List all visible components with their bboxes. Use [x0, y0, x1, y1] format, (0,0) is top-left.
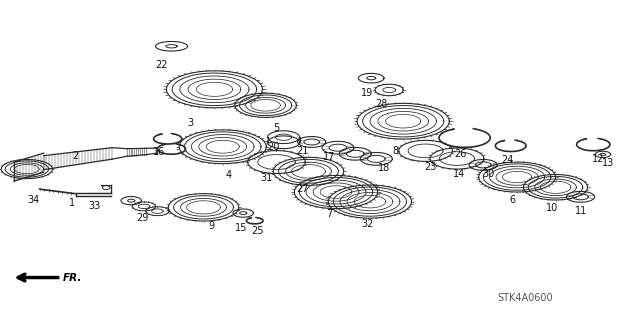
Text: FR.: FR. [63, 273, 82, 283]
Text: 16: 16 [152, 147, 165, 157]
Text: 28: 28 [375, 99, 388, 109]
Text: 14: 14 [453, 169, 466, 179]
Text: 2: 2 [72, 151, 78, 161]
Text: 18: 18 [378, 163, 390, 173]
Text: 20: 20 [268, 142, 280, 152]
Text: 26: 26 [454, 149, 467, 160]
Text: 13: 13 [602, 158, 614, 168]
Text: 10: 10 [545, 203, 558, 213]
Text: 29: 29 [136, 212, 148, 223]
Text: 27: 27 [296, 184, 308, 195]
Text: 8: 8 [392, 145, 399, 156]
Text: 23: 23 [424, 161, 437, 172]
Text: 11: 11 [575, 206, 588, 216]
Text: 24: 24 [501, 155, 514, 165]
Text: 22: 22 [156, 60, 168, 70]
Text: 33: 33 [88, 201, 101, 211]
Text: 30: 30 [482, 169, 495, 179]
Text: 9: 9 [208, 221, 214, 232]
Text: 25: 25 [252, 226, 264, 236]
Text: 19: 19 [360, 87, 373, 98]
Text: 5: 5 [273, 123, 280, 133]
Text: 31: 31 [260, 173, 273, 183]
Text: 4: 4 [226, 170, 232, 180]
Text: 7: 7 [326, 209, 332, 219]
Text: 12: 12 [591, 154, 604, 164]
Text: 17: 17 [323, 152, 335, 162]
Text: 32: 32 [361, 219, 374, 229]
Text: 1: 1 [69, 197, 76, 208]
Text: 34: 34 [27, 195, 40, 205]
Text: 3: 3 [188, 118, 194, 128]
Text: 15: 15 [235, 223, 248, 234]
Text: 21: 21 [296, 146, 308, 156]
Text: STK4A0600: STK4A0600 [497, 293, 552, 303]
Text: 6: 6 [509, 195, 515, 205]
